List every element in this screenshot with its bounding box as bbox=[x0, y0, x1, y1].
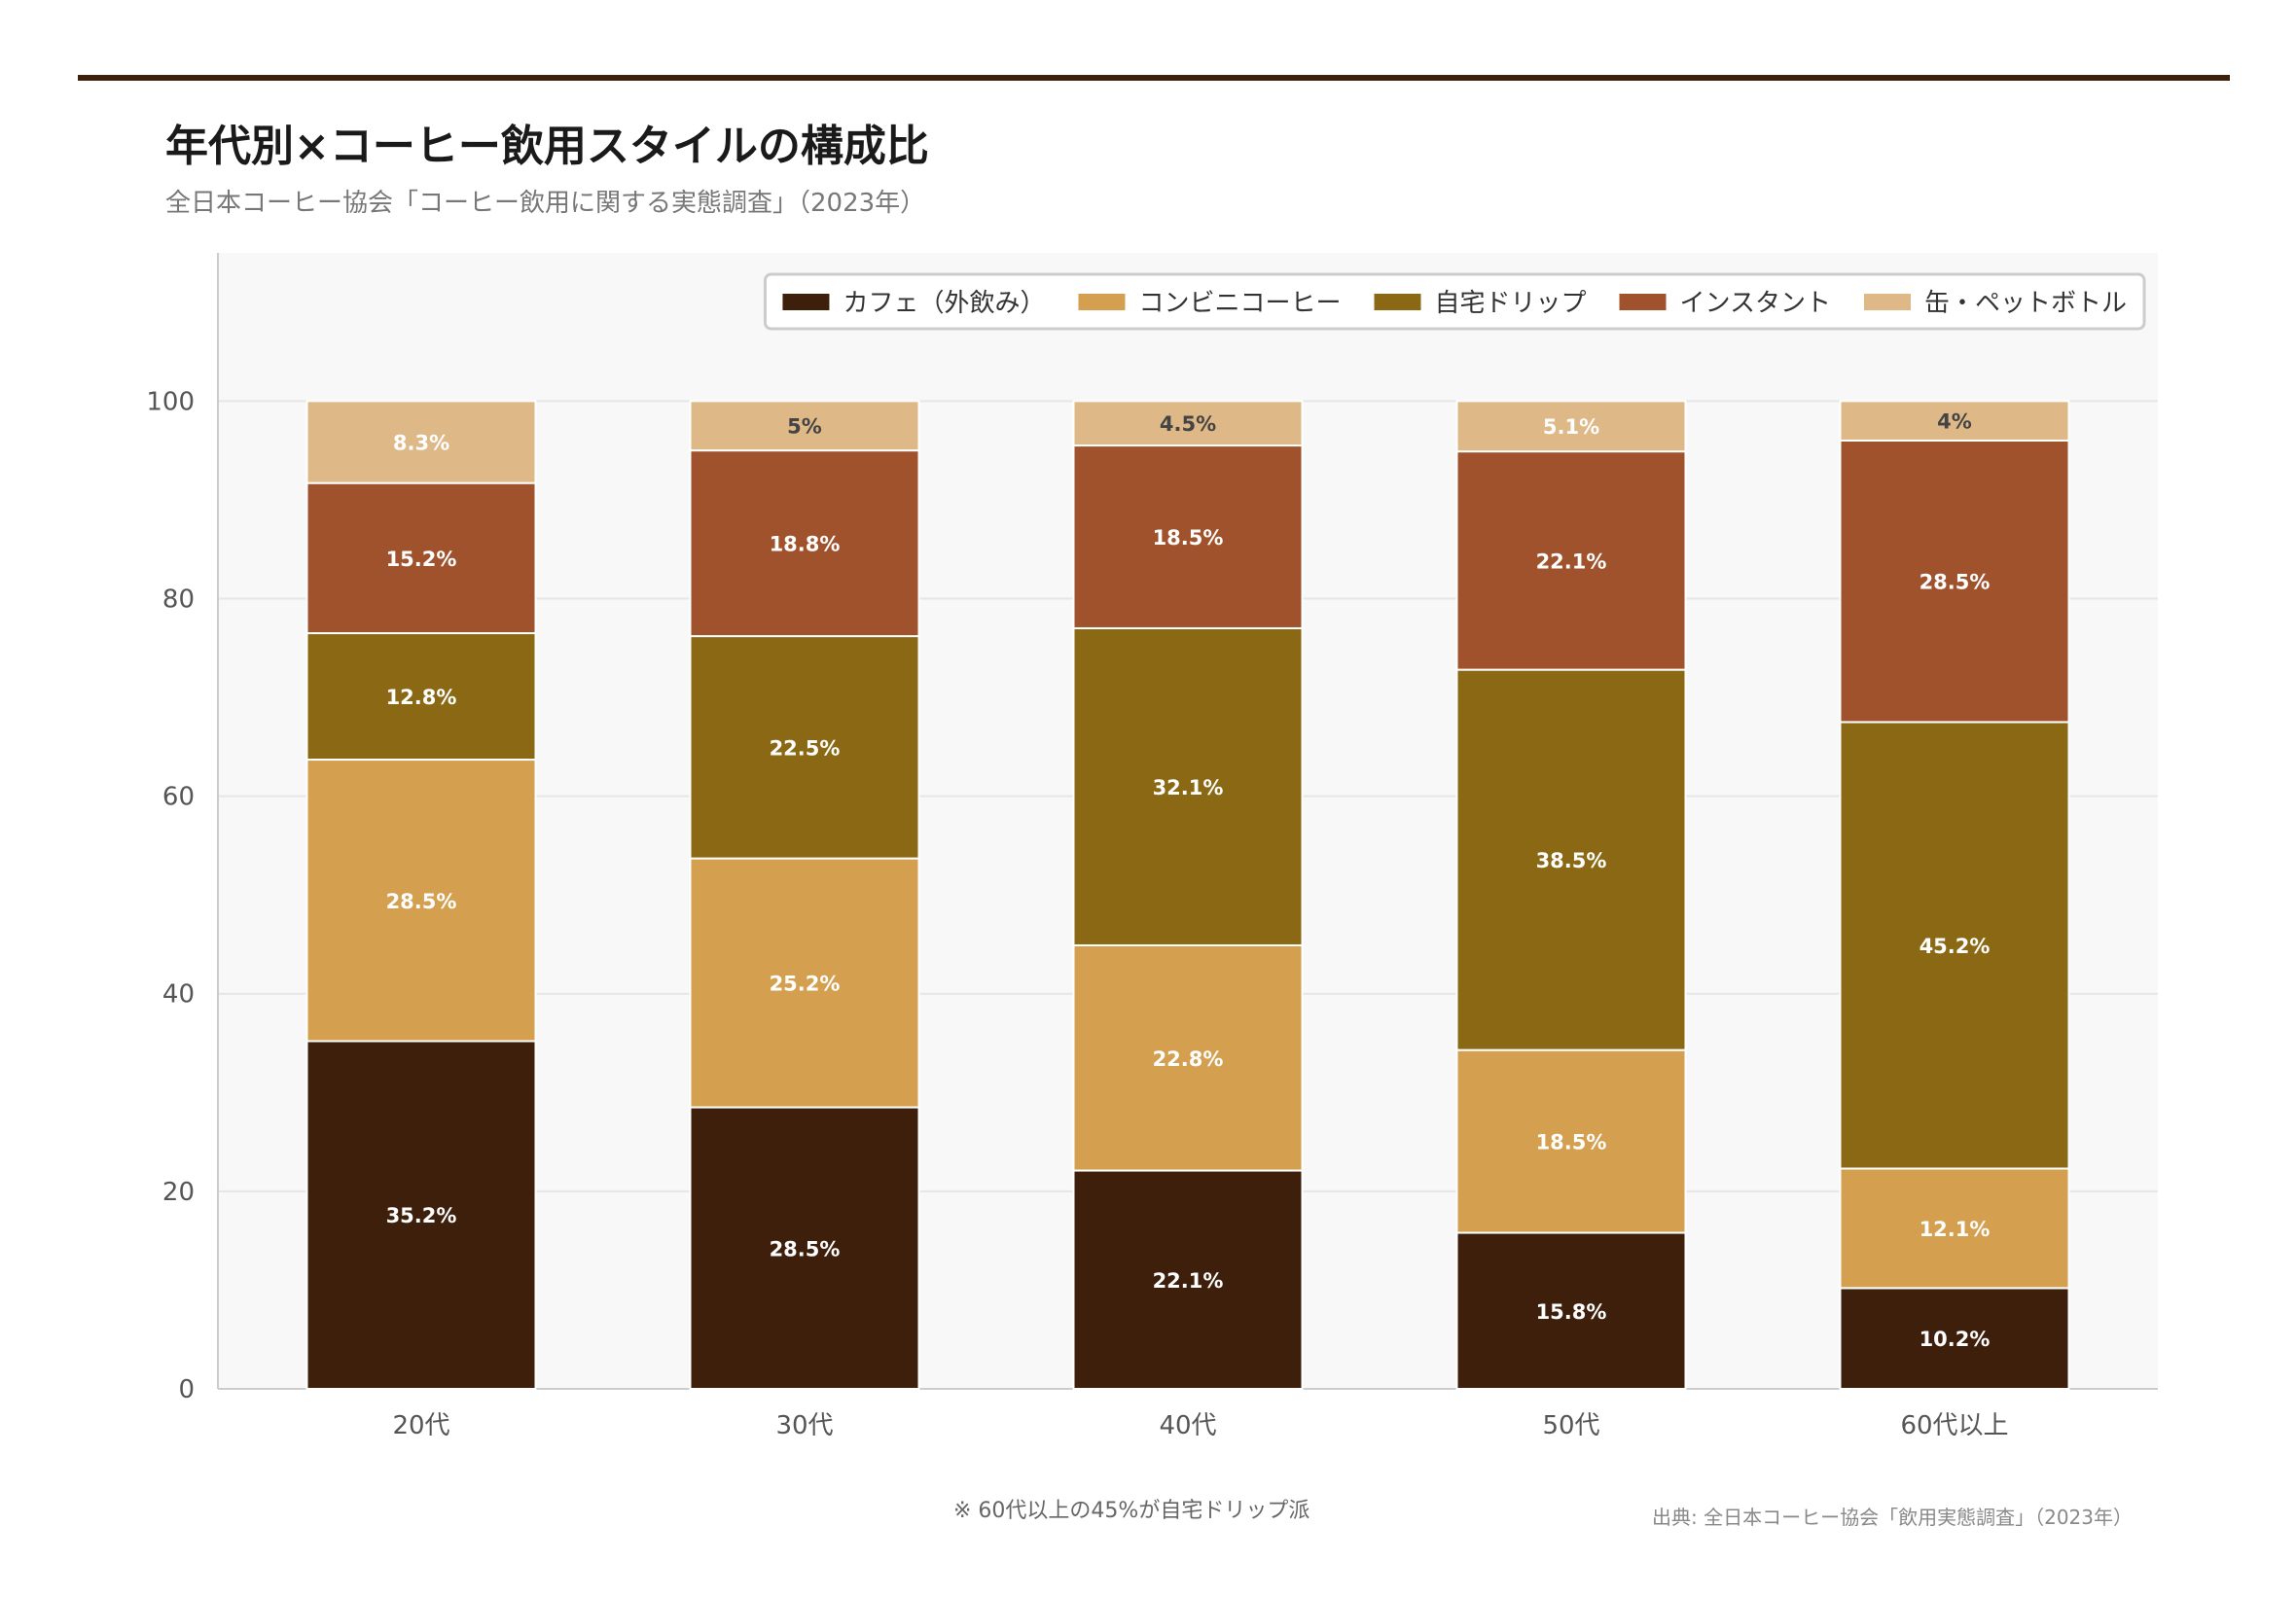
bar-segment bbox=[305, 481, 537, 635]
data-label: 45.2% bbox=[1919, 935, 1991, 958]
data-label: 18.8% bbox=[770, 533, 841, 556]
legend-label: 自宅ドリップ bbox=[1434, 289, 1586, 318]
legend-box bbox=[763, 272, 2146, 331]
bar-segment bbox=[1455, 668, 1687, 1051]
legend: カフェ（外飲み） コンビニコーヒー 自宅ドリップ インスタント 缶・ペットボトル bbox=[763, 272, 2146, 331]
y-tick-label: 60 bbox=[162, 783, 195, 812]
legend-swatch bbox=[1374, 294, 1421, 310]
bar-segment bbox=[1839, 1167, 2070, 1290]
data-label: 28.5% bbox=[386, 890, 457, 913]
bar-segment bbox=[1455, 450, 1687, 671]
data-label: 15.8% bbox=[1536, 1300, 1607, 1324]
data-label: 28.5% bbox=[770, 1237, 841, 1260]
legend-swatch bbox=[1863, 294, 1911, 310]
y-tick-label: 20 bbox=[162, 1178, 195, 1207]
data-label: 25.2% bbox=[770, 973, 841, 996]
bar-segment bbox=[1839, 1287, 2070, 1390]
data-label: 28.5% bbox=[1919, 571, 1991, 594]
data-label: 32.1% bbox=[1153, 776, 1224, 799]
data-label: 5% bbox=[787, 415, 822, 439]
data-label: 5.1% bbox=[1543, 415, 1599, 439]
y-tick-label: 100 bbox=[146, 387, 195, 416]
legend-label: インスタント bbox=[1680, 289, 1831, 318]
source-note: 出典: 全日本コーヒー協会「飲用実態調査」（2023年） bbox=[1652, 1506, 2133, 1529]
bar-segment bbox=[305, 1040, 537, 1391]
data-label: 22.5% bbox=[770, 736, 841, 760]
x-tick-label: 50代 bbox=[1542, 1411, 1599, 1440]
bar-segment bbox=[1072, 1169, 1304, 1391]
bar-segment bbox=[1072, 444, 1304, 629]
bar-segment bbox=[1072, 400, 1304, 447]
data-label: 12.1% bbox=[1919, 1218, 1991, 1241]
data-label: 4% bbox=[1937, 410, 1972, 434]
legend-label: 缶・ペットボトル bbox=[1924, 289, 2127, 318]
data-label: 4.5% bbox=[1160, 412, 1216, 436]
legend-swatch bbox=[1619, 294, 1667, 310]
data-label: 10.2% bbox=[1919, 1328, 1991, 1351]
bar-segment bbox=[1839, 400, 2070, 442]
chart-title: 年代別×コーヒー飲用スタイルの構成比 bbox=[165, 122, 929, 171]
data-label: 12.8% bbox=[386, 686, 457, 709]
x-tick-label: 20代 bbox=[392, 1411, 449, 1440]
bar-segment bbox=[689, 449, 920, 638]
data-label: 22.1% bbox=[1536, 550, 1607, 573]
data-label: 22.1% bbox=[1153, 1269, 1224, 1293]
bar-segment bbox=[1839, 439, 2070, 724]
chart-subtitle: 全日本コーヒー協会「コーヒー飲用に関する実態調査」（2023年） bbox=[165, 189, 926, 218]
bar-segment bbox=[305, 400, 537, 484]
footnote: ※ 60代以上の45%が自宅ドリップ派 bbox=[953, 1499, 1310, 1523]
legend-label: コンビニコーヒー bbox=[1138, 289, 1341, 318]
x-tick-label: 40代 bbox=[1159, 1411, 1216, 1440]
bar-segment bbox=[1072, 943, 1304, 1172]
data-label: 35.2% bbox=[386, 1204, 457, 1227]
data-label: 8.3% bbox=[393, 431, 449, 454]
top-rule bbox=[78, 75, 2230, 81]
y-tick-label: 0 bbox=[178, 1375, 195, 1404]
bar-segment bbox=[689, 400, 920, 452]
data-label: 18.5% bbox=[1153, 526, 1224, 550]
y-tick-label: 40 bbox=[162, 980, 195, 1010]
legend-label: カフェ（外飲み） bbox=[843, 289, 1045, 318]
x-tick-label: 30代 bbox=[775, 1411, 833, 1440]
legend-swatch bbox=[782, 294, 830, 310]
data-label: 22.8% bbox=[1153, 1047, 1224, 1071]
bar-segment bbox=[1455, 1231, 1687, 1391]
bar-segment bbox=[689, 1106, 920, 1391]
bar-segment bbox=[1072, 626, 1304, 946]
data-label: 15.2% bbox=[386, 548, 457, 571]
bar-segment bbox=[1455, 400, 1687, 453]
x-tick-label: 60代以上 bbox=[1900, 1411, 2008, 1440]
data-label: 18.5% bbox=[1536, 1131, 1607, 1154]
y-tick-label: 80 bbox=[162, 585, 195, 614]
bar-segment bbox=[1455, 1048, 1687, 1234]
legend-swatch bbox=[1078, 294, 1126, 310]
data-label: 38.5% bbox=[1536, 849, 1607, 872]
bar-segment bbox=[689, 857, 920, 1109]
bar-segment bbox=[1839, 721, 2070, 1170]
